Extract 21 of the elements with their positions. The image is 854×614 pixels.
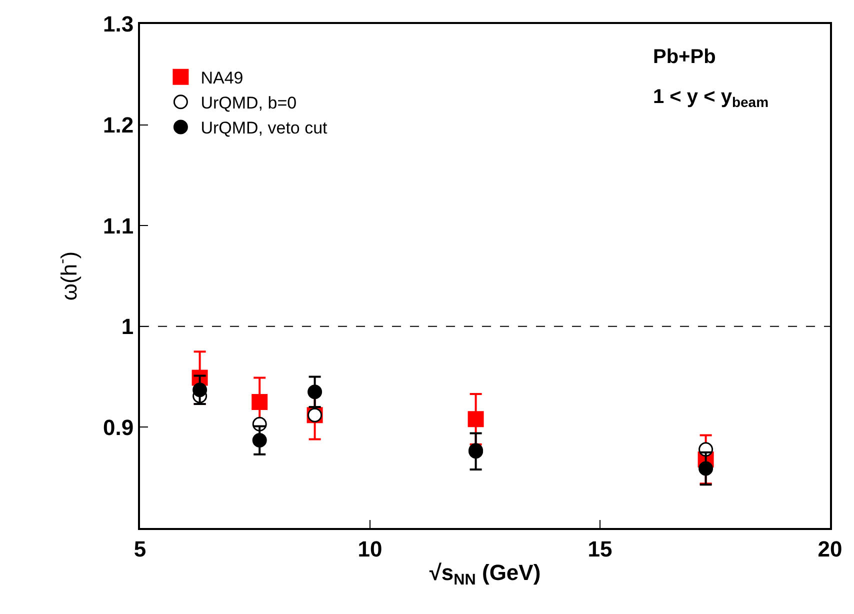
x-tick-label: 20	[818, 536, 842, 562]
legend-label: NA49	[200, 68, 244, 88]
legend-label: UrQMD, veto cut	[200, 118, 328, 138]
x-tick-label: 5	[134, 536, 146, 562]
point	[252, 394, 268, 410]
x-axis-title: √s$_{NN}$ (GeV)	[429, 560, 541, 588]
x-tick-label: 10	[358, 536, 382, 562]
y-tick-label: 1.1	[103, 213, 134, 238]
y-tick-label: 1.2	[103, 112, 134, 138]
y-tick-label: 1.3	[103, 12, 134, 37]
x-tick-label: 15	[588, 536, 612, 562]
annotation: Pb+Pb	[653, 46, 716, 68]
point	[308, 384, 322, 400]
y-tick-label: 0.9	[103, 414, 134, 440]
point	[698, 461, 714, 476]
y-tick-label: 1	[121, 314, 134, 340]
legend-label: UrQMD, b=0	[200, 94, 297, 113]
point	[252, 433, 267, 448]
point	[192, 382, 208, 398]
annotation: 1 < y < y$_{beam}$	[653, 86, 769, 110]
point	[468, 411, 484, 428]
